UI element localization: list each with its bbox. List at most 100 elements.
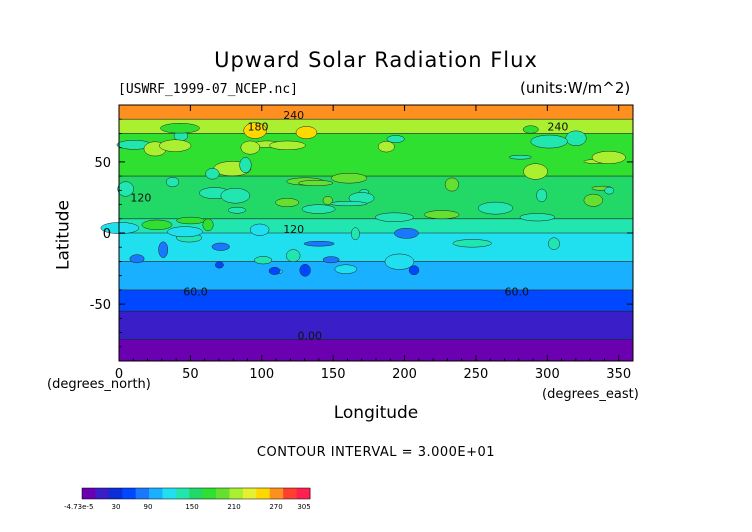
heatmap-patch [167, 226, 203, 238]
heatmap-patch [322, 196, 333, 205]
colorbar-swatch [95, 488, 110, 499]
x-tick-label: 0 [115, 367, 123, 382]
heatmap-patch [129, 254, 145, 264]
heatmap-patch [522, 125, 539, 134]
source-file-label: [USWRF_1999-07_NCEP.nc] [118, 82, 299, 97]
colorbar-swatch [229, 488, 244, 499]
colorbar-swatch [296, 488, 311, 499]
heatmap-patch [452, 239, 492, 248]
y-tick-label: -50 [90, 298, 111, 313]
heatmap-patch [160, 123, 200, 134]
colorbar-swatch [175, 488, 190, 499]
units-label: (units:W/m^2) [520, 79, 631, 97]
contour-label: 120 [283, 223, 304, 236]
y-ticks: -50 0 50 [90, 118, 633, 348]
heatmap-patch [117, 181, 134, 197]
contour-interval-label: CONTOUR INTERVAL = 3.000E+01 [256, 445, 496, 460]
colorbar-label: 90 [144, 503, 153, 511]
heatmap-patch [375, 212, 414, 222]
heatmap-patch [394, 227, 419, 239]
heatmap-texture [100, 122, 626, 277]
heatmap-patch [215, 261, 224, 269]
x-tick-label: 150 [321, 367, 346, 382]
heatmap-band-9 [119, 339, 633, 361]
colorbar-label: 150 [185, 503, 198, 511]
heatmap-patch [158, 241, 169, 258]
heatmap-patch [205, 168, 220, 180]
colorbar-swatch [189, 488, 204, 499]
heatmap-patch [202, 218, 214, 232]
heatmap-band-7 [119, 289, 633, 312]
heatmap-patch [303, 240, 335, 247]
colorbar-swatch [283, 488, 298, 499]
heatmap-patch [239, 157, 252, 174]
heatmap-band-3 [119, 176, 633, 219]
y-tick-label: 0 [103, 227, 111, 242]
colorbar-swatch [216, 488, 231, 499]
heatmap-patch [536, 188, 548, 203]
x-tick-label: 300 [535, 367, 560, 382]
colorbar-swatch [256, 488, 271, 499]
heatmap-band-4 [119, 218, 633, 233]
heatmap-patch [240, 140, 261, 155]
heatmap-patch [330, 201, 368, 207]
colorbar-swatch [122, 488, 137, 499]
colorbar-swatch [269, 488, 284, 499]
heatmap-patch [295, 126, 318, 139]
x-tick-label: 350 [606, 367, 631, 382]
colorbar: -4.73e-5 30 90 150 210 270 305 [64, 487, 311, 511]
colorbar-label: 305 [297, 503, 310, 511]
heatmap-patch [301, 204, 336, 214]
colorbar-swatch [149, 488, 163, 499]
heatmap-patch [165, 176, 180, 188]
y-unit-label: (degrees_north) [47, 377, 151, 392]
contour-label: 240 [547, 121, 568, 134]
colorbar-label: 210 [227, 503, 240, 511]
colorbar-swatch [82, 488, 96, 499]
x-unit-label: (degrees_east) [542, 387, 639, 402]
colorbar-swatch [162, 488, 177, 499]
heatmap-band-5 [119, 233, 633, 262]
chart-title: Upward Solar Radiation Flux [214, 48, 538, 72]
heatmap-band-0 [119, 105, 633, 120]
heatmap-patch [477, 201, 514, 215]
heatmap-patch [220, 187, 251, 204]
heatmap-patch [424, 210, 460, 220]
heatmap-patch [211, 242, 230, 251]
heatmap-patch [350, 227, 360, 241]
colorbar-swatch [108, 488, 123, 499]
colorbar-label: 270 [269, 503, 282, 511]
heatmap-patch [444, 177, 460, 192]
heatmap-patch [334, 264, 358, 274]
colorbar-min-label: -4.73e-5 [64, 503, 93, 511]
colorbar-label: 30 [112, 503, 121, 511]
heatmap-patch [377, 141, 395, 153]
x-tick-label: 250 [464, 367, 489, 382]
heatmap-patch [254, 256, 273, 265]
x-tick-label: 50 [182, 367, 199, 382]
heatmap-patch [604, 186, 615, 195]
heatmap-patch [159, 139, 192, 152]
heatmap-patch [100, 222, 140, 234]
heatmap-patch [286, 249, 301, 263]
heatmap-band-8 [119, 311, 633, 340]
heatmap-patch [227, 206, 247, 214]
colorbar-frame [81, 487, 311, 500]
heatmap-patch [583, 193, 603, 207]
heatmap-patch [384, 253, 415, 270]
heatmap-patch [298, 180, 334, 186]
contour-label: 0.00 [297, 330, 322, 343]
contour-label: 60.0 [183, 286, 208, 299]
heatmap-patch [530, 134, 568, 149]
heatmap-bands [119, 105, 633, 361]
heatmap-patch [408, 265, 420, 276]
colorbar-swatch [135, 488, 150, 499]
contour-label: 60.0 [505, 286, 530, 299]
contour-label: 120 [130, 192, 151, 205]
heatmap-patch [268, 267, 281, 275]
heatmap-patch [141, 219, 173, 230]
heatmap-patch [275, 198, 300, 207]
heatmap-patch [330, 172, 368, 184]
heatmap-patch [249, 223, 270, 236]
